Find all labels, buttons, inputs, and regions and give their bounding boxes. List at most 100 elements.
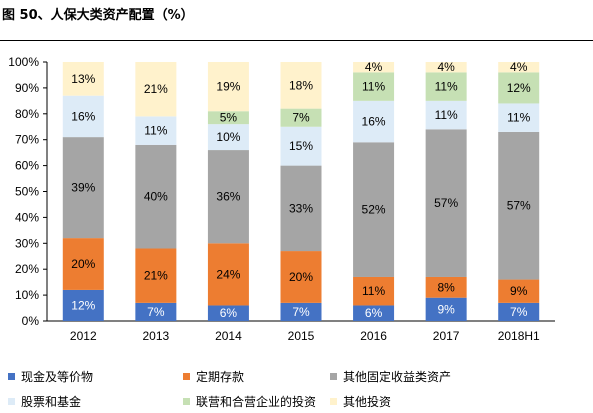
- stacked-bar-chart: 0% 10% 20% 30% 40% 50% 60% 70% 80% 90% 100% 12% 20% 3…: [8, 55, 555, 343]
- legend-item: 定期存款: [183, 368, 244, 385]
- legend-swatch: [183, 398, 190, 405]
- data-label: 11%: [144, 124, 167, 138]
- bar-segment: [62, 62, 104, 96]
- data-label: 16%: [71, 109, 95, 123]
- y-tick-label: 20%: [15, 262, 39, 276]
- bar-segment: [207, 150, 249, 244]
- y-tick-label: 30%: [15, 236, 39, 250]
- bar-segment: [280, 126, 322, 166]
- data-label: 20%: [71, 257, 95, 271]
- y-tick-label: 90%: [15, 81, 39, 95]
- bar-segment: [353, 100, 395, 143]
- data-label: 11%: [435, 108, 458, 122]
- bar-segment: [280, 108, 322, 127]
- data-label: 6%: [220, 306, 238, 320]
- bar-segment: [207, 124, 249, 151]
- data-label: 12%: [71, 298, 95, 312]
- data-label: 4%: [365, 60, 383, 74]
- data-label: 5%: [220, 111, 238, 125]
- bar-segment: [135, 144, 177, 249]
- data-label: 7%: [147, 305, 165, 319]
- data-label: 57%: [434, 196, 458, 210]
- data-label: 21%: [144, 269, 168, 283]
- bar-segment: [135, 62, 177, 117]
- bar-segment: [353, 142, 395, 277]
- data-label: 7%: [292, 111, 310, 125]
- bar-segment: [425, 276, 467, 298]
- bar-segment: [62, 238, 104, 290]
- legend-swatch: [8, 398, 15, 405]
- bar-segment: [207, 111, 249, 125]
- legend-label: 股票和基金: [21, 395, 82, 409]
- y-tick-label: 0%: [22, 314, 40, 328]
- data-label: 33%: [289, 201, 313, 215]
- bar-segment: [62, 137, 104, 239]
- data-label: 9%: [437, 302, 455, 316]
- data-label: 11%: [362, 80, 385, 94]
- bar-segment: [498, 302, 540, 321]
- bar-segment: [207, 243, 249, 306]
- legend-swatch: [8, 373, 15, 380]
- data-label: 24%: [216, 267, 240, 281]
- legend-swatch: [330, 373, 337, 380]
- data-label: 18%: [289, 78, 313, 92]
- x-tick-label: 2018H1: [498, 329, 540, 343]
- legend-item: 联营和合营企业的投资: [183, 393, 316, 410]
- y-tick-label: 60%: [15, 159, 39, 173]
- data-label: 4%: [437, 60, 455, 74]
- data-label: 4%: [510, 60, 528, 74]
- bar-segment: [280, 251, 322, 303]
- data-label: 12%: [507, 81, 531, 95]
- title-divider: [0, 40, 593, 41]
- data-label: 6%: [365, 306, 383, 320]
- bar-segment: [425, 72, 467, 101]
- bar-segment: [498, 72, 540, 104]
- bar-segment: [280, 302, 322, 321]
- y-tick-label: 80%: [15, 107, 39, 121]
- bar-segment: [425, 62, 467, 73]
- legend-item: 其他投资: [330, 393, 391, 410]
- data-label: 40%: [144, 190, 168, 204]
- bar-segment: [425, 297, 467, 321]
- data-label: 7%: [292, 305, 310, 319]
- chart-title: 图 50、人保大类资产配置（%）: [2, 8, 194, 23]
- data-label: 7%: [510, 305, 528, 319]
- bar-segment: [62, 289, 104, 321]
- bar-segment: [135, 116, 177, 145]
- data-label: 19%: [216, 80, 240, 94]
- y-tick-label: 70%: [15, 133, 39, 147]
- legend-label: 联营和合营企业的投资: [196, 395, 317, 409]
- legend-label: 其他投资: [343, 395, 392, 409]
- legend-item: 现金及等价物: [8, 368, 93, 385]
- legend-swatch: [183, 373, 190, 380]
- bar-segment: [207, 62, 249, 112]
- data-label: 21%: [144, 82, 168, 96]
- data-label: 39%: [71, 181, 95, 195]
- data-label: 13%: [71, 72, 95, 86]
- bar-segment: [62, 95, 104, 138]
- data-label: 20%: [289, 270, 313, 284]
- data-label: 57%: [507, 199, 531, 213]
- bar-segment: [425, 100, 467, 130]
- data-label: 9%: [510, 284, 528, 298]
- legend-label: 其他固定收益类资产: [343, 370, 452, 384]
- y-tick-label: 10%: [15, 288, 39, 302]
- data-label: 15%: [289, 139, 313, 153]
- y-tick-label: 40%: [15, 210, 39, 224]
- bar-segment: [425, 129, 467, 277]
- bar-segment: [353, 276, 395, 306]
- legend-item: 股票和基金: [8, 393, 81, 410]
- bar-segment: [353, 305, 395, 321]
- bar-segment: [498, 131, 540, 280]
- legend-swatch: [330, 398, 337, 405]
- data-label: 11%: [435, 80, 458, 94]
- bar-segment: [498, 279, 540, 303]
- y-tick-label: 50%: [15, 185, 39, 199]
- legend-label: 定期存款: [196, 370, 245, 384]
- x-tick-label: 2017: [433, 329, 460, 343]
- x-tick-label: 2016: [360, 329, 387, 343]
- bar-segment: [207, 305, 249, 321]
- bar-segment: [498, 103, 540, 132]
- bar-segment: [280, 165, 322, 252]
- bar-segment: [135, 302, 177, 321]
